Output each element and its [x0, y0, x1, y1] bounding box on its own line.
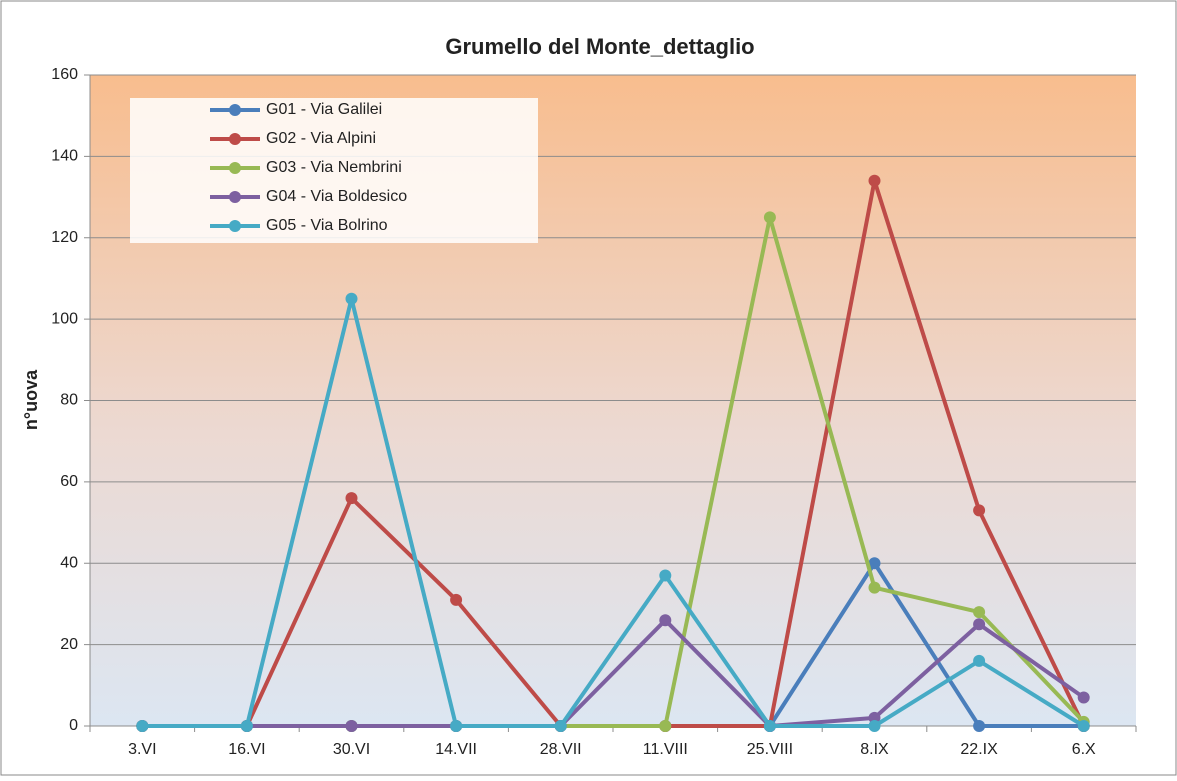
data-point	[1077, 691, 1090, 704]
legend-box	[130, 98, 538, 243]
x-tick-label: 16.VI	[228, 741, 265, 758]
data-point	[868, 581, 881, 594]
y-tick-label: 100	[51, 310, 78, 327]
y-tick-label: 120	[51, 229, 78, 246]
y-tick-label: 40	[60, 554, 78, 571]
data-point	[659, 569, 672, 582]
data-point	[868, 557, 881, 570]
legend-label: G01 - Via Galilei	[266, 101, 382, 118]
x-tick-label: 3.VI	[128, 741, 156, 758]
series-line	[142, 296, 1085, 728]
y-tick-label: 60	[60, 473, 78, 490]
data-point	[345, 492, 358, 505]
data-point	[240, 720, 253, 732]
data-point	[973, 504, 986, 517]
x-tick-label: 22.IX	[960, 741, 998, 758]
legend-label: G04 - Via Boldesico	[266, 188, 407, 205]
y-tick-label: 0	[69, 717, 78, 734]
legend-label: G02 - Via Alpini	[266, 130, 376, 147]
data-point	[1077, 720, 1090, 732]
data-point	[973, 654, 986, 667]
x-tick-label: 11.VIII	[643, 741, 688, 758]
y-tick-label: 160	[51, 66, 78, 83]
x-tick-label: 8.IX	[860, 741, 889, 758]
y-tick-label: 80	[60, 392, 78, 409]
chart-title: Grumello del Monte_dettaglio	[445, 34, 754, 59]
data-point	[345, 292, 358, 305]
legend-swatch	[229, 220, 241, 232]
x-tick-label: 14.VII	[435, 741, 477, 758]
data-point	[345, 720, 358, 732]
series-line	[142, 618, 1085, 728]
legend-swatch	[229, 104, 241, 116]
y-tick-label: 20	[60, 636, 78, 653]
data-point	[450, 720, 463, 732]
legend-label: G05 - Via Bolrino	[266, 217, 388, 234]
legend-swatch	[229, 162, 241, 174]
data-point	[868, 174, 881, 187]
legend-label: G03 - Via Nembrini	[266, 159, 402, 176]
data-point	[659, 614, 672, 627]
data-point	[136, 720, 149, 732]
x-tick-label: 30.VI	[333, 741, 370, 758]
data-point	[763, 211, 776, 224]
x-tick-label: 28.VII	[540, 741, 582, 758]
data-point	[868, 720, 881, 732]
data-point	[763, 720, 776, 732]
data-point	[450, 593, 463, 606]
legend-swatch	[229, 191, 241, 203]
data-point	[554, 720, 567, 732]
x-tick-label: 6.X	[1072, 741, 1096, 758]
legend-swatch	[229, 133, 241, 145]
y-axis-label: n°uova	[21, 369, 41, 430]
data-point	[659, 720, 672, 732]
y-tick-label: 140	[51, 148, 78, 165]
data-point	[973, 720, 986, 732]
x-tick-label: 25.VIII	[747, 741, 793, 758]
data-point	[973, 606, 986, 619]
data-point	[973, 618, 986, 631]
